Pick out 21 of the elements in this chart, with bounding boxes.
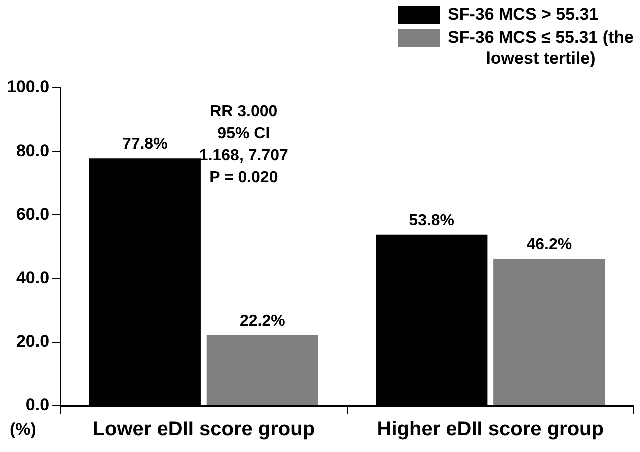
data-label: 53.8% bbox=[409, 212, 455, 230]
y-tick-label: 20.0 bbox=[16, 332, 50, 352]
data-label: 46.2% bbox=[526, 236, 572, 254]
data-label: 77.8% bbox=[122, 136, 168, 153]
y-tick-label: 80.0 bbox=[16, 141, 50, 160]
y-tick-label: 100.0 bbox=[6, 78, 50, 97]
x-tick-label: Higher eDII score group bbox=[377, 418, 604, 441]
data-label: 22.2% bbox=[240, 312, 286, 330]
y-tick-label: 0.0 bbox=[26, 396, 50, 415]
annotation: 95% CI bbox=[218, 125, 270, 142]
legend-label: SF-36 MCS > 55.31 bbox=[448, 4, 599, 25]
annotation: 1.168, 7.707 bbox=[199, 147, 288, 164]
y-tick-label: 40.0 bbox=[16, 268, 50, 288]
annotation: RR 3.000 bbox=[210, 103, 278, 120]
y-tick-label: 60.0 bbox=[16, 204, 50, 224]
x-tick-label: Lower eDII score group bbox=[92, 418, 316, 441]
legend-label: SF-36 MCS ≤ 55.31 (the lowest tertile) bbox=[448, 27, 634, 69]
annotation: P = 0.020 bbox=[210, 169, 278, 186]
bar bbox=[206, 335, 319, 406]
bar bbox=[494, 259, 606, 406]
y-axis-title: (%) bbox=[10, 420, 36, 440]
